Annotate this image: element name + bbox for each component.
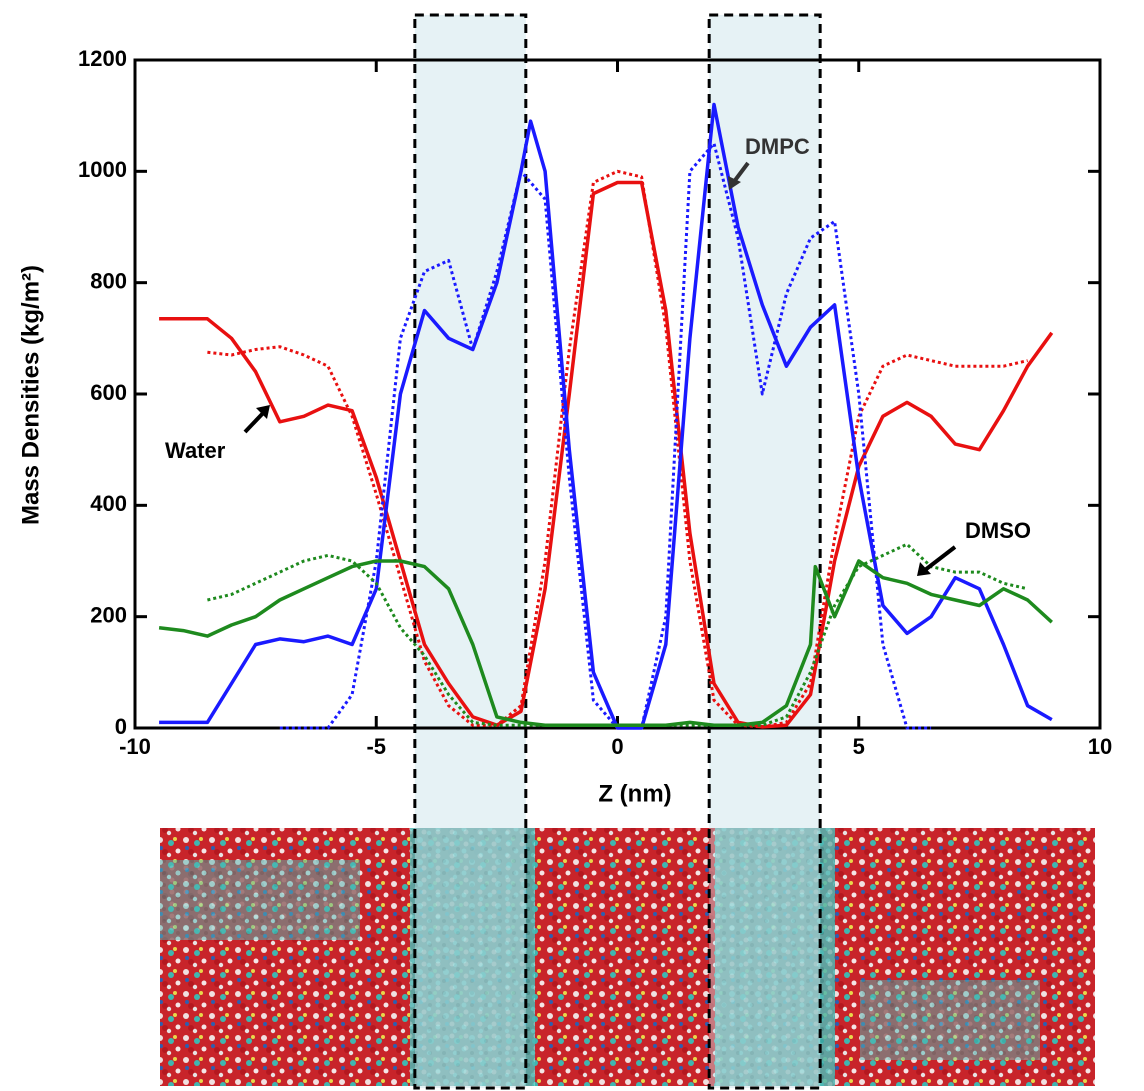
y-tick-label: 400 <box>90 491 127 516</box>
x-tick-label: -5 <box>366 734 386 759</box>
arrowhead <box>917 562 931 576</box>
y-tick-label: 200 <box>90 602 127 627</box>
y-axis-title: Mass Densities (kg/m²) <box>17 265 44 525</box>
y-tick-label: 1200 <box>78 46 127 71</box>
series-line <box>159 102 1053 730</box>
shaded-region <box>707 13 822 1090</box>
y-tick-label: 0 <box>115 714 127 739</box>
y-tick-label: 600 <box>90 380 127 405</box>
snapshot-lipid <box>410 828 535 1086</box>
arrowhead <box>256 405 270 419</box>
bands <box>413 13 822 1090</box>
snapshot-lipid <box>715 828 835 1086</box>
x-tick-label: 0 <box>611 734 623 759</box>
arrowhead <box>728 176 741 190</box>
series-line <box>159 180 1054 729</box>
annotation: DMPC <box>745 134 810 159</box>
lines <box>158 102 1054 730</box>
x-tick-label: 10 <box>1088 734 1112 759</box>
snapshot <box>160 828 1095 1086</box>
x-axis-title: Z (nm) <box>598 780 671 807</box>
series-line <box>158 559 1053 727</box>
y-tick-label: 1000 <box>78 157 127 182</box>
series-line-dotted <box>207 542 1028 727</box>
snapshot-lipid <box>860 980 1040 1060</box>
series-line-dotted <box>279 142 932 730</box>
x-tick-label: -10 <box>119 734 151 759</box>
shaded-region <box>413 13 528 1090</box>
series-line-dotted <box>207 169 1028 729</box>
y-tick-label: 800 <box>90 268 127 293</box>
arrow <box>923 545 957 572</box>
annotation: Water <box>165 438 226 463</box>
annotation: DMSO <box>965 518 1031 543</box>
arrows <box>243 161 957 576</box>
plot-frame <box>133 58 1102 730</box>
x-tick-label: 5 <box>853 734 865 759</box>
snapshot-lipid <box>160 860 360 940</box>
axes: -10 -5 0 5 10 0 200 400 600 800 1000 1200 <box>78 46 1112 759</box>
